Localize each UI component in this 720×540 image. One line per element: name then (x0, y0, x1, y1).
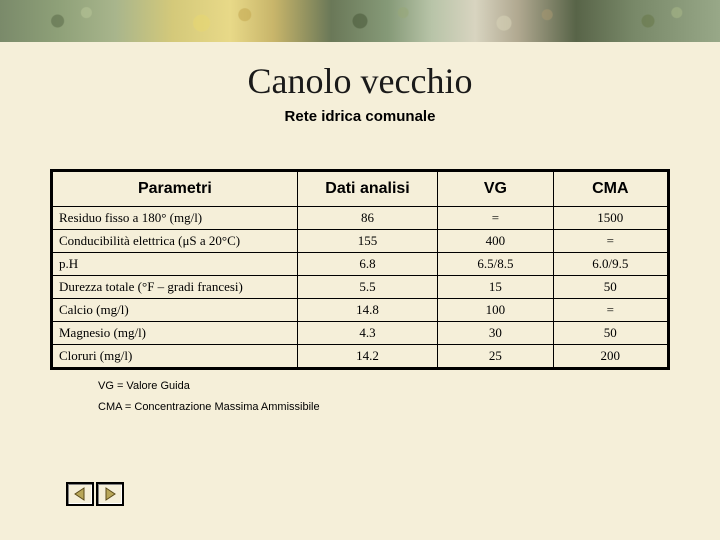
col-header-cma: CMA (553, 171, 668, 207)
triangle-right-icon (103, 487, 117, 501)
table-row: p.H 6.8 6.5/8.5 6.0/9.5 (52, 253, 669, 276)
page-title: Canolo vecchio (48, 60, 672, 102)
parameters-table: Parametri Dati analisi VG CMA Residuo fi… (50, 169, 670, 370)
table-row: Durezza totale (°F – gradi francesi) 5.5… (52, 276, 669, 299)
next-button[interactable] (96, 482, 124, 506)
legend-line-vg: VG = Valore Guida (98, 376, 672, 397)
cell-dati: 155 (297, 230, 437, 253)
legend: VG = Valore Guida CMA = Concentrazione M… (98, 376, 672, 418)
table-body: Residuo fisso a 180° (mg/l) 86 = 1500 Co… (52, 207, 669, 369)
cell-dati: 86 (297, 207, 437, 230)
cell-cma: = (553, 299, 668, 322)
cell-vg: 15 (438, 276, 553, 299)
prev-button[interactable] (66, 482, 94, 506)
table-row: Conducibilità elettrica (μS a 20°C) 155 … (52, 230, 669, 253)
cell-parametri: Conducibilità elettrica (μS a 20°C) (52, 230, 298, 253)
cell-cma: = (553, 230, 668, 253)
content-area: Canolo vecchio Rete idrica comunale Para… (0, 42, 720, 418)
cell-cma: 50 (553, 276, 668, 299)
col-header-dati: Dati analisi (297, 171, 437, 207)
cell-parametri: Residuo fisso a 180° (mg/l) (52, 207, 298, 230)
cell-dati: 14.2 (297, 345, 437, 369)
legend-line-cma: CMA = Concentrazione Massima Ammissibile (98, 397, 672, 418)
cell-cma: 6.0/9.5 (553, 253, 668, 276)
table-row: Residuo fisso a 180° (mg/l) 86 = 1500 (52, 207, 669, 230)
slide-nav (66, 482, 124, 506)
cell-vg: 400 (438, 230, 553, 253)
cell-parametri: Cloruri (mg/l) (52, 345, 298, 369)
cell-cma: 50 (553, 322, 668, 345)
col-header-parametri: Parametri (52, 171, 298, 207)
cell-vg: = (438, 207, 553, 230)
decorative-banner (0, 0, 720, 42)
cell-dati: 5.5 (297, 276, 437, 299)
cell-vg: 100 (438, 299, 553, 322)
triangle-left-icon (73, 487, 87, 501)
cell-vg: 25 (438, 345, 553, 369)
cell-cma: 200 (553, 345, 668, 369)
col-header-vg: VG (438, 171, 553, 207)
table-row: Calcio (mg/l) 14.8 100 = (52, 299, 669, 322)
cell-vg: 30 (438, 322, 553, 345)
cell-parametri: Calcio (mg/l) (52, 299, 298, 322)
cell-dati: 4.3 (297, 322, 437, 345)
table-row: Cloruri (mg/l) 14.2 25 200 (52, 345, 669, 369)
page-subtitle: Rete idrica comunale (48, 108, 672, 125)
cell-cma: 1500 (553, 207, 668, 230)
cell-parametri: Durezza totale (°F – gradi francesi) (52, 276, 298, 299)
cell-dati: 14.8 (297, 299, 437, 322)
cell-parametri: Magnesio (mg/l) (52, 322, 298, 345)
cell-vg: 6.5/8.5 (438, 253, 553, 276)
table-header-row: Parametri Dati analisi VG CMA (52, 171, 669, 207)
cell-dati: 6.8 (297, 253, 437, 276)
cell-parametri: p.H (52, 253, 298, 276)
table-row: Magnesio (mg/l) 4.3 30 50 (52, 322, 669, 345)
